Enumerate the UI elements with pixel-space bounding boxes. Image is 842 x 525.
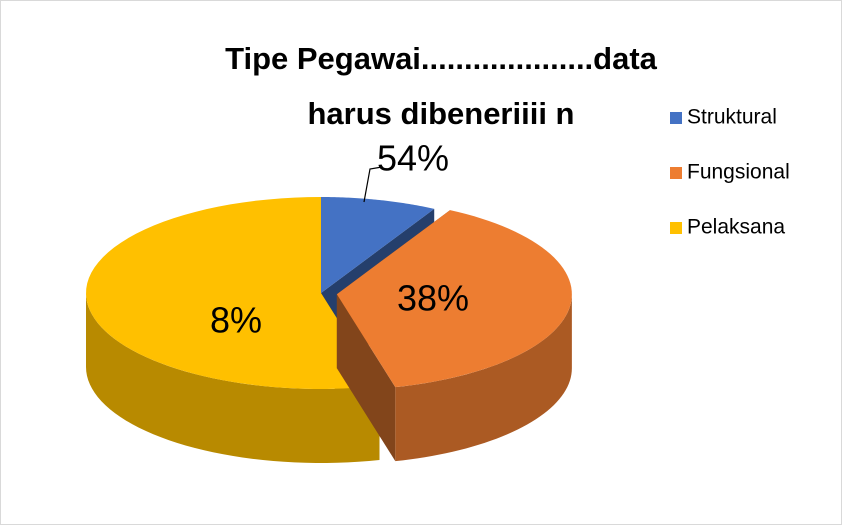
chart-title: Tipe Pegawai....................data har… (225, 41, 657, 131)
legend-swatch (670, 222, 682, 234)
slice-side (395, 294, 572, 462)
slice (336, 210, 572, 388)
legend-label: Pelaksana (687, 216, 785, 239)
legend-swatch (670, 112, 682, 124)
data-label: 54% (377, 138, 449, 179)
legend-label: Fungsional (687, 161, 790, 184)
data-label: 8% (210, 300, 262, 341)
slice-side (86, 293, 380, 463)
slice (321, 197, 435, 293)
leader-line (363, 166, 383, 203)
legend-swatch (670, 167, 682, 179)
slice-side (336, 294, 396, 462)
legend-label: Struktural (687, 106, 777, 129)
data-label: 38% (397, 278, 469, 319)
slice (86, 197, 380, 389)
